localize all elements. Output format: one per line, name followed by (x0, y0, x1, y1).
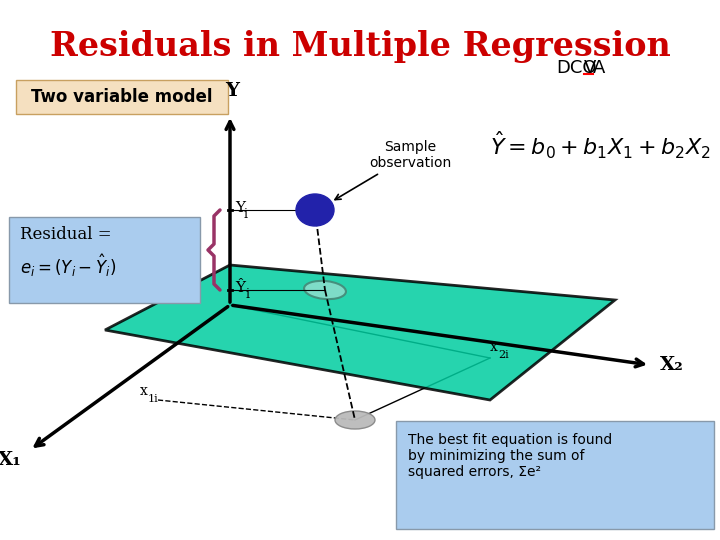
Text: $\hat{Y} = b_0 + b_1X_1 + b_2X_2$: $\hat{Y} = b_0 + b_1X_1 + b_2X_2$ (490, 129, 711, 161)
Text: X₂: X₂ (660, 356, 684, 374)
Text: V: V (584, 59, 596, 77)
Text: DCO: DCO (556, 59, 596, 77)
Text: A: A (593, 59, 606, 77)
Polygon shape (105, 265, 615, 400)
Ellipse shape (304, 281, 346, 299)
Text: 1i: 1i (148, 394, 158, 404)
Text: Residual =: Residual = (20, 226, 112, 243)
Text: Sample
observation: Sample observation (335, 140, 451, 200)
FancyBboxPatch shape (396, 421, 714, 529)
Text: Two variable model: Two variable model (31, 88, 212, 106)
Text: x: x (490, 340, 498, 354)
Text: i: i (246, 287, 250, 300)
Text: x: x (140, 384, 148, 398)
Text: i: i (244, 207, 248, 220)
Text: The best fit equation is found
by minimizing the sum of
squared errors, Σe²: The best fit equation is found by minimi… (408, 433, 612, 480)
Ellipse shape (296, 194, 334, 226)
Text: Y: Y (225, 82, 239, 100)
Text: $e_i = (Y_i - \hat{Y}_i)$: $e_i = (Y_i - \hat{Y}_i)$ (20, 252, 117, 279)
Text: Y: Y (235, 201, 245, 215)
Text: Residuals in Multiple Regression: Residuals in Multiple Regression (50, 30, 670, 63)
FancyBboxPatch shape (16, 80, 228, 114)
Text: Ŷ: Ŷ (235, 281, 245, 295)
Text: X₁: X₁ (0, 451, 22, 469)
Ellipse shape (335, 411, 375, 429)
Text: 2i: 2i (498, 350, 509, 360)
FancyBboxPatch shape (9, 217, 200, 303)
